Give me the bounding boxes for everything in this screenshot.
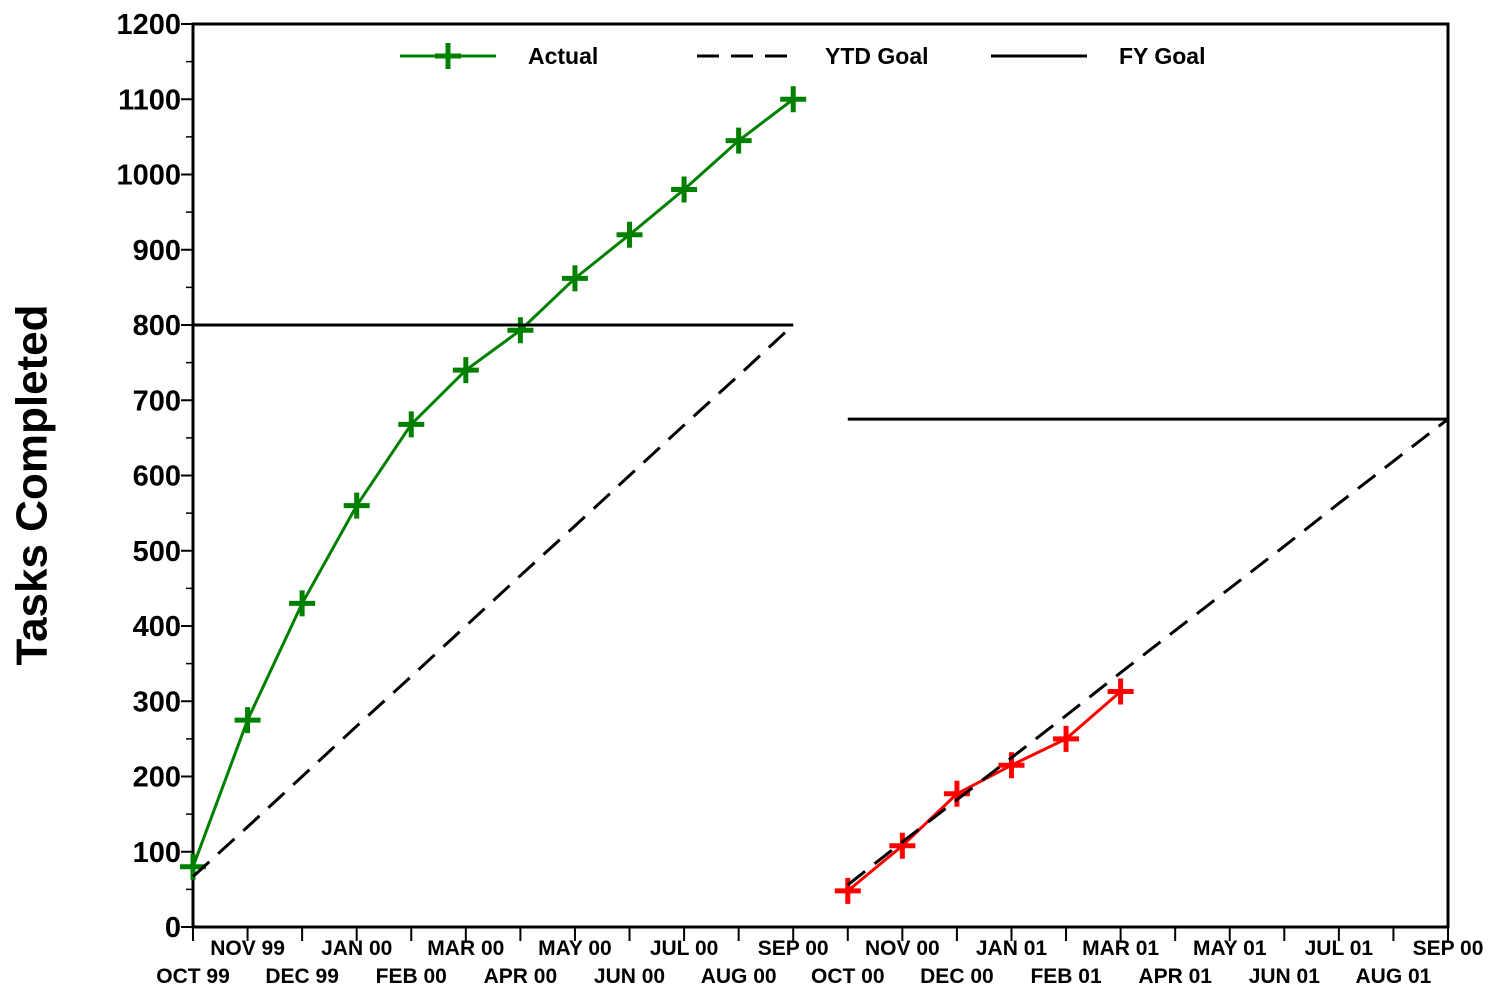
- x-tick-label: AUG 01: [1356, 965, 1432, 988]
- legend-label: YTD Goal: [825, 43, 929, 69]
- x-tick-label: FEB 01: [1030, 965, 1102, 988]
- x-tick-label: JAN 00: [321, 937, 392, 960]
- x-tick-label: MAR 00: [427, 937, 504, 960]
- data-point: [452, 357, 479, 384]
- x-tick-label: JUL 00: [650, 937, 719, 960]
- x-tick-label: NOV 99: [210, 937, 285, 960]
- data-point: [616, 221, 643, 248]
- data-point: [834, 877, 861, 904]
- x-tick-label: FEB 00: [376, 965, 447, 988]
- data-point: [725, 127, 752, 154]
- data-point: [398, 411, 425, 438]
- data-point: [234, 707, 261, 734]
- series-line: [191, 98, 795, 868]
- data-point: [889, 832, 916, 859]
- x-tick-label: SEP 00: [1413, 937, 1484, 960]
- series-line: [846, 417, 1449, 887]
- x-tick-label: NOV 00: [865, 937, 940, 960]
- x-tick-label: OCT 00: [811, 965, 885, 988]
- x-tick-label: JUN 01: [1249, 965, 1321, 988]
- data-point: [671, 176, 698, 203]
- y-tick-label: 700: [133, 385, 181, 417]
- x-tick-label: JUN 00: [594, 965, 665, 988]
- series-line: [846, 690, 1122, 893]
- x-tick-label: DEC 99: [265, 965, 339, 988]
- x-tick-label: OCT 99: [156, 965, 230, 988]
- y-tick-label: 1100: [118, 84, 181, 116]
- data-point: [343, 492, 370, 519]
- y-tick-label: 600: [133, 461, 181, 493]
- y-tick-label: 500: [133, 536, 181, 568]
- data-point: [289, 590, 316, 617]
- x-tick-label: AUG 00: [701, 965, 777, 988]
- legend-marker: [435, 43, 461, 69]
- y-tick-label: 1000: [116, 160, 181, 192]
- series-line: [191, 323, 795, 878]
- data-point: [1107, 678, 1134, 705]
- legend-label: Actual: [528, 43, 598, 69]
- y-tick-label: 1200: [116, 9, 181, 41]
- y-tick-label: 800: [133, 310, 181, 342]
- x-tick-label: APR 00: [484, 965, 558, 988]
- y-tick-label: 300: [133, 686, 181, 718]
- x-tick-label: MAY 00: [538, 937, 612, 960]
- y-axis-label: Tasks Completed: [8, 304, 57, 665]
- x-tick-label: JUL 01: [1305, 937, 1374, 960]
- y-tick-label: 400: [133, 611, 181, 643]
- data-point: [561, 265, 588, 292]
- y-tick-label: 200: [133, 762, 181, 794]
- x-tick-label: JAN 01: [976, 937, 1048, 960]
- data-point: [780, 86, 807, 113]
- legend-label: FY Goal: [1119, 43, 1206, 69]
- y-tick-label: 900: [133, 235, 181, 267]
- x-tick-label: MAR 01: [1082, 937, 1159, 960]
- x-tick-label: APR 01: [1138, 965, 1212, 988]
- x-tick-label: SEP 00: [758, 937, 829, 960]
- data-point: [1053, 725, 1080, 752]
- y-tick-label: 0: [165, 912, 181, 944]
- x-tick-label: DEC 00: [920, 965, 994, 988]
- data-point: [507, 317, 534, 344]
- plot-frame: [191, 22, 1450, 929]
- x-tick-label: MAY 01: [1193, 937, 1267, 960]
- y-tick-label: 100: [133, 837, 181, 869]
